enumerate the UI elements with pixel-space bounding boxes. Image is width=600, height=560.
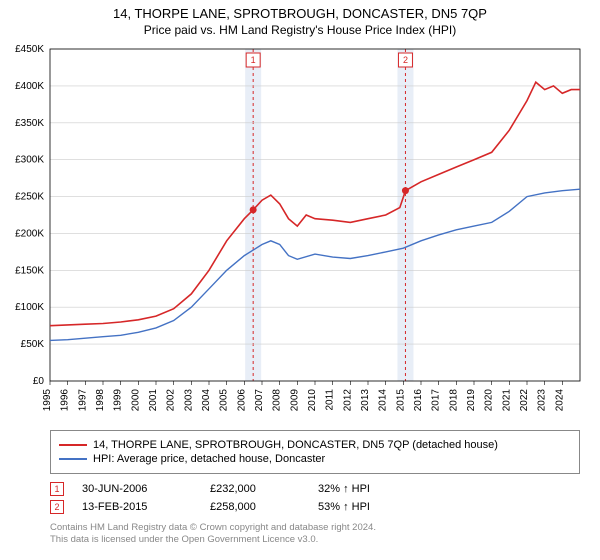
svg-text:2021: 2021 bbox=[501, 389, 512, 412]
legend-item: 14, THORPE LANE, SPROTBROUGH, DONCASTER,… bbox=[59, 439, 571, 451]
svg-text:£400K: £400K bbox=[15, 81, 44, 92]
chart-subtitle: Price paid vs. HM Land Registry's House … bbox=[0, 21, 600, 41]
svg-text:2013: 2013 bbox=[360, 389, 371, 412]
legend-item: HPI: Average price, detached house, Donc… bbox=[59, 453, 571, 465]
svg-text:£50K: £50K bbox=[21, 339, 45, 350]
marker-date: 13-FEB-2015 bbox=[82, 501, 192, 513]
svg-text:2001: 2001 bbox=[148, 389, 159, 412]
legend-swatch bbox=[59, 444, 87, 446]
svg-text:2019: 2019 bbox=[466, 389, 477, 412]
svg-text:2007: 2007 bbox=[254, 389, 265, 412]
svg-text:2018: 2018 bbox=[448, 389, 459, 412]
legend: 14, THORPE LANE, SPROTBROUGH, DONCASTER,… bbox=[50, 430, 580, 474]
svg-text:£200K: £200K bbox=[15, 228, 44, 239]
svg-text:2: 2 bbox=[403, 55, 408, 65]
svg-text:£250K: £250K bbox=[15, 192, 44, 203]
svg-text:£450K: £450K bbox=[15, 44, 44, 55]
svg-text:2000: 2000 bbox=[130, 389, 141, 412]
marker-number-icon: 2 bbox=[50, 500, 64, 514]
footer-attribution: Contains HM Land Registry data © Crown c… bbox=[50, 522, 580, 546]
svg-text:2020: 2020 bbox=[484, 389, 495, 412]
marker-price: £232,000 bbox=[210, 483, 300, 495]
marker-number-icon: 1 bbox=[50, 482, 64, 496]
svg-text:£350K: £350K bbox=[15, 118, 44, 129]
svg-text:1997: 1997 bbox=[77, 389, 88, 412]
svg-text:1: 1 bbox=[251, 55, 256, 65]
footer-line1: Contains HM Land Registry data © Crown c… bbox=[50, 522, 580, 534]
svg-text:2017: 2017 bbox=[431, 389, 442, 412]
marker-row: 1 30-JUN-2006 £232,000 32% ↑ HPI bbox=[50, 482, 580, 496]
svg-text:2023: 2023 bbox=[537, 389, 548, 412]
marker-price: £258,000 bbox=[210, 501, 300, 513]
svg-text:1996: 1996 bbox=[60, 389, 71, 412]
footer-line2: This data is licensed under the Open Gov… bbox=[50, 534, 580, 546]
svg-text:2004: 2004 bbox=[201, 389, 212, 412]
svg-text:2024: 2024 bbox=[554, 389, 565, 412]
svg-text:1998: 1998 bbox=[95, 389, 106, 412]
svg-text:2010: 2010 bbox=[307, 389, 318, 412]
svg-text:2016: 2016 bbox=[413, 389, 424, 412]
svg-text:£0: £0 bbox=[33, 376, 45, 387]
svg-text:2005: 2005 bbox=[219, 389, 230, 412]
svg-text:2022: 2022 bbox=[519, 389, 530, 412]
svg-text:2003: 2003 bbox=[183, 389, 194, 412]
chart-container: 14, THORPE LANE, SPROTBROUGH, DONCASTER,… bbox=[0, 0, 600, 560]
marker-hpi: 32% ↑ HPI bbox=[318, 483, 438, 495]
svg-text:1999: 1999 bbox=[113, 389, 124, 412]
chart-title: 14, THORPE LANE, SPROTBROUGH, DONCASTER,… bbox=[0, 0, 600, 21]
chart-plot-area: 1 2 £0 £50K £100K £150K £200K £250K £300K £350K £4… bbox=[0, 41, 600, 421]
legend-swatch bbox=[59, 458, 87, 460]
marker-hpi: 53% ↑ HPI bbox=[318, 501, 438, 513]
svg-text:1995: 1995 bbox=[42, 389, 53, 412]
svg-text:2012: 2012 bbox=[342, 389, 353, 412]
svg-text:£100K: £100K bbox=[15, 302, 44, 313]
svg-text:2008: 2008 bbox=[272, 389, 283, 412]
legend-label: 14, THORPE LANE, SPROTBROUGH, DONCASTER,… bbox=[93, 439, 498, 451]
svg-text:2002: 2002 bbox=[166, 389, 177, 412]
svg-text:2014: 2014 bbox=[378, 389, 389, 412]
chart-svg: 1 2 £0 £50K £100K £150K £200K £250K £300K £350K £4… bbox=[0, 41, 600, 421]
marker-table: 1 30-JUN-2006 £232,000 32% ↑ HPI 2 13-FEB-201… bbox=[50, 478, 580, 518]
svg-text:2009: 2009 bbox=[289, 389, 300, 412]
marker-date: 30-JUN-2006 bbox=[82, 483, 192, 495]
legend-label: HPI: Average price, detached house, Donc… bbox=[93, 453, 325, 465]
svg-text:2011: 2011 bbox=[325, 389, 336, 411]
svg-text:£150K: £150K bbox=[15, 265, 44, 276]
svg-text:£300K: £300K bbox=[15, 155, 44, 166]
svg-text:2006: 2006 bbox=[236, 389, 247, 412]
svg-text:2015: 2015 bbox=[395, 389, 406, 412]
marker-row: 2 13-FEB-2015 £258,000 53% ↑ HPI bbox=[50, 500, 580, 514]
